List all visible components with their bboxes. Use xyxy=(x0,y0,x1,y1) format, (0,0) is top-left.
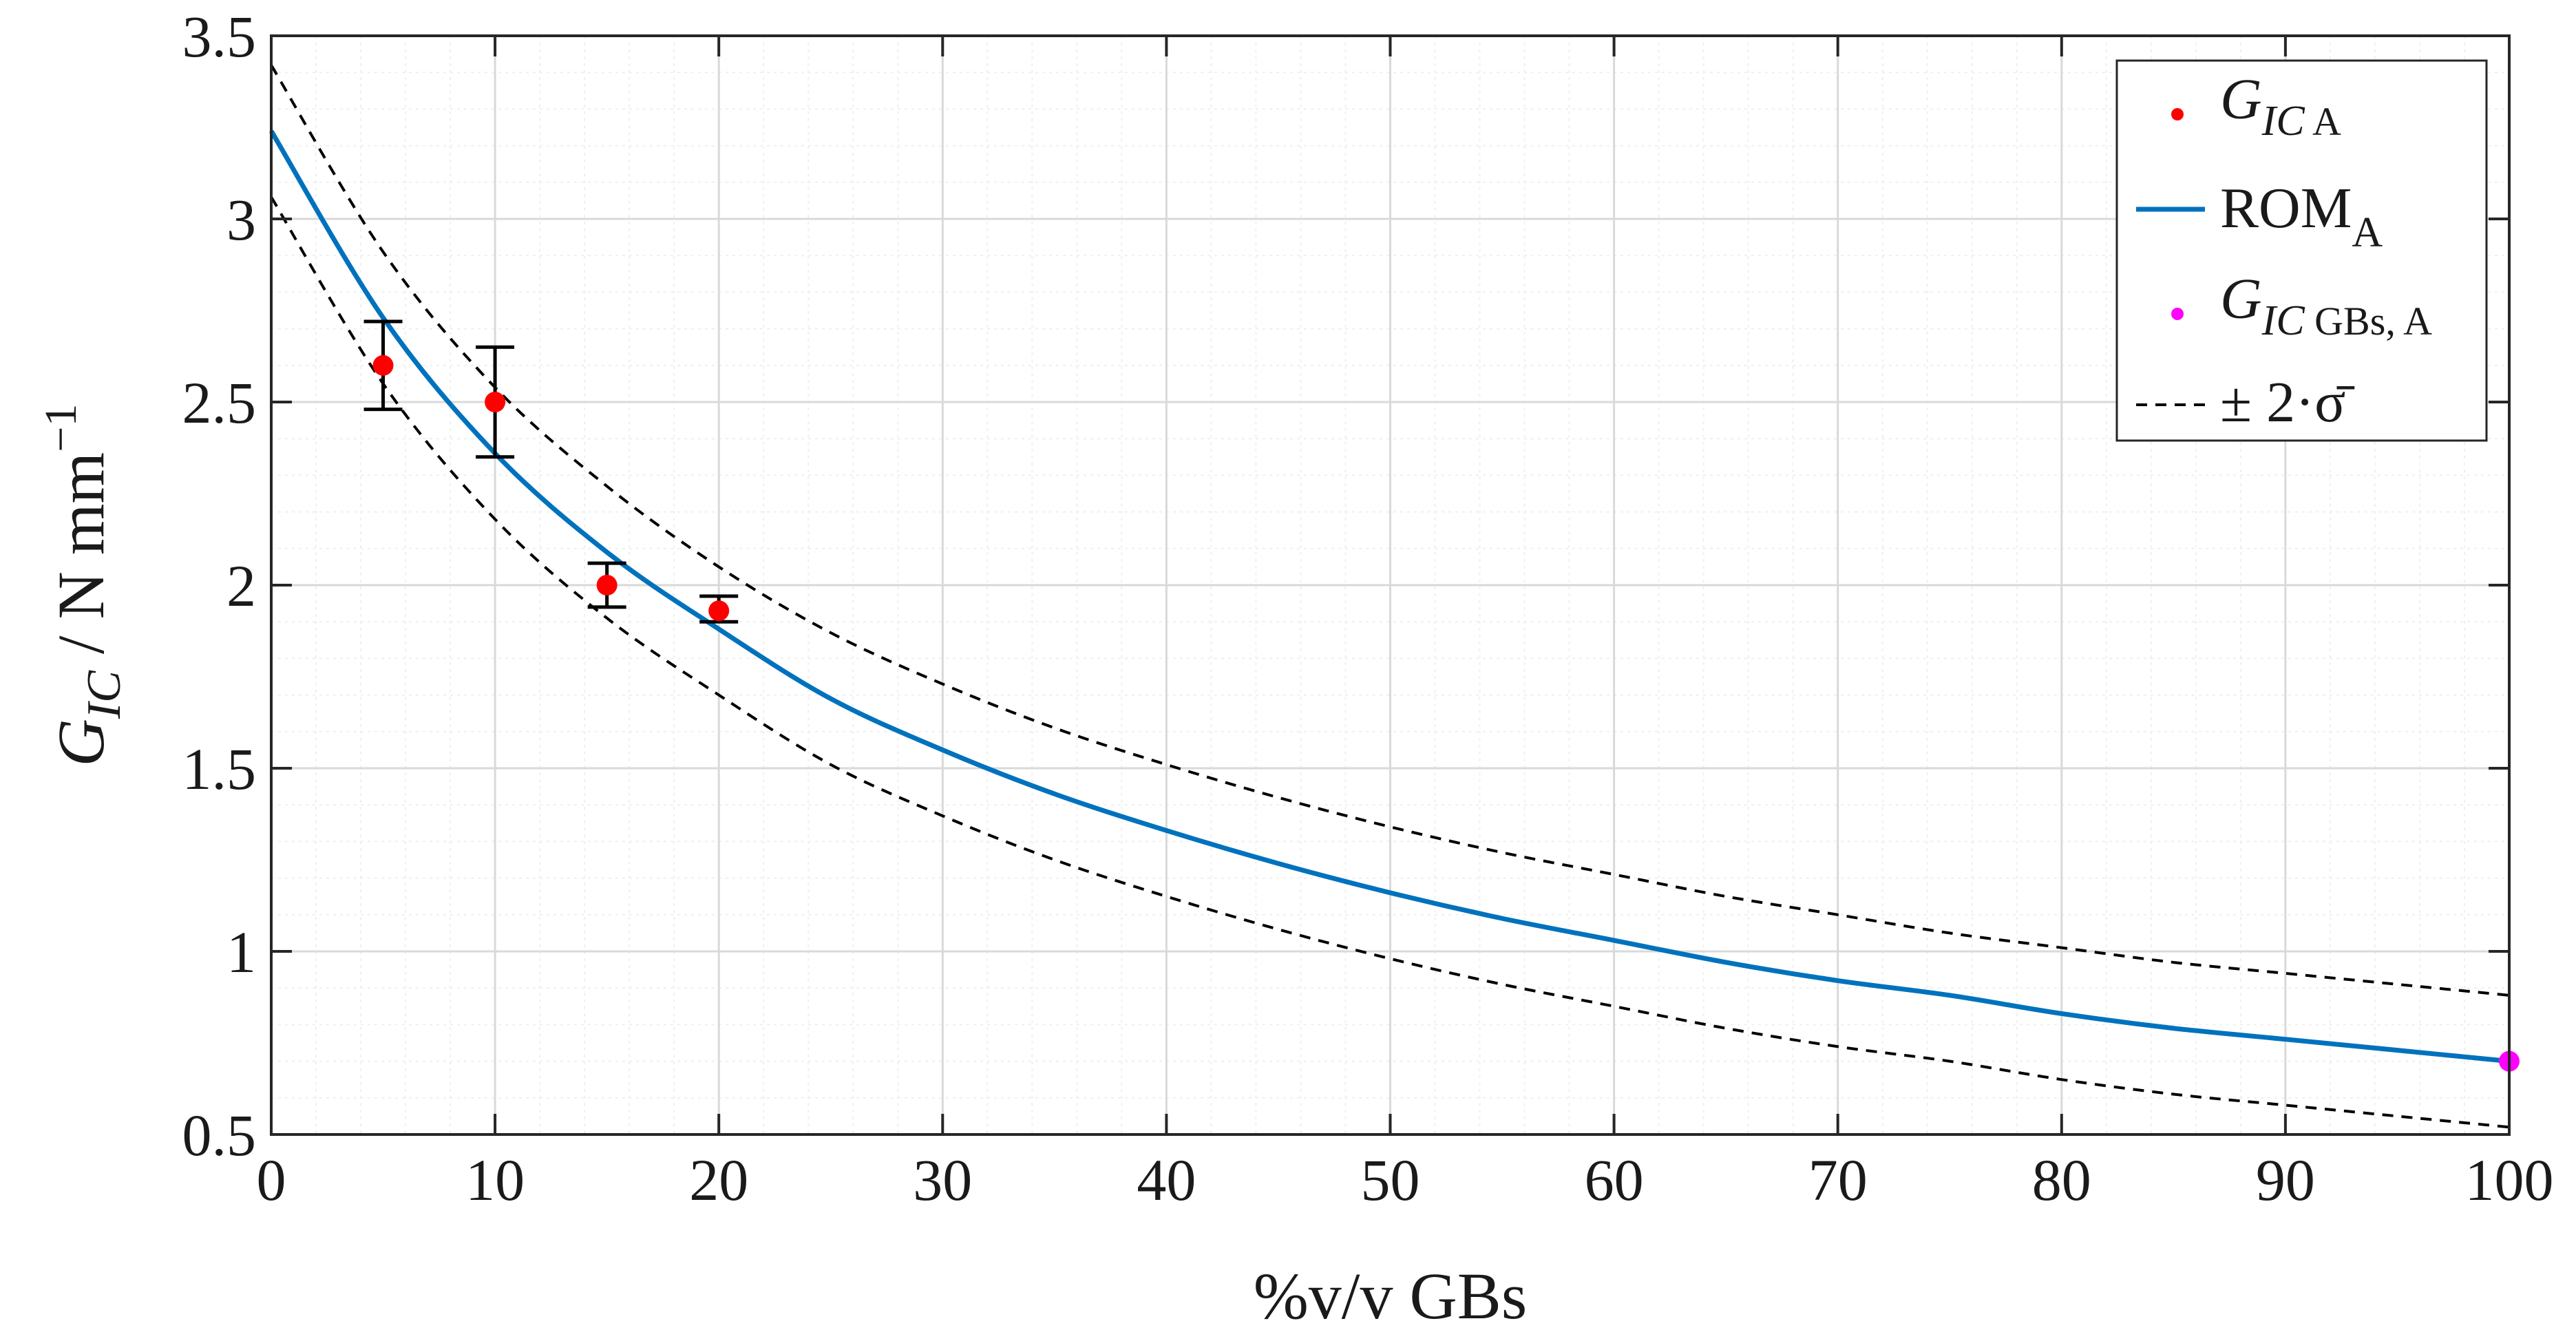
x-tick-label: 0 xyxy=(257,1147,286,1213)
x-tick-label: 90 xyxy=(2256,1147,2315,1213)
ticks-layer: 0 10 20 30 40 50 60 70 80 90 100 0.5 1 1.5 2 2.5 3 3.5 xyxy=(182,3,2554,1213)
legend-rom-main: ROM xyxy=(2220,176,2352,240)
x-tick-label: 30 xyxy=(913,1147,972,1213)
legend-label-band: ± 2·σ̄ xyxy=(2220,370,2354,434)
legend-gic-gbs-main: G xyxy=(2220,267,2262,331)
x-tick-label: 60 xyxy=(1585,1147,1644,1213)
legend-label-gic-a: GIC A xyxy=(2220,67,2341,145)
legend-rom-sub: A xyxy=(2352,209,2383,256)
legend-box xyxy=(2115,59,2488,442)
legend-gic-gbs-subtext: GBs, A xyxy=(2305,299,2432,344)
y-tick-label: 2.5 xyxy=(182,370,257,436)
x-tick-label: 10 xyxy=(465,1147,525,1213)
x-tick-label: 40 xyxy=(1137,1147,1196,1213)
data-point-gic-a xyxy=(708,600,730,622)
y-tick-label: 1 xyxy=(226,919,256,985)
x-tick-label: 100 xyxy=(2465,1147,2554,1213)
legend-gic-gbs-sub: IC xyxy=(2261,297,2305,344)
x-axis-label: %v/v GBs xyxy=(1254,1259,1527,1333)
y-tick-label: 3.5 xyxy=(182,3,257,70)
band-line-lower xyxy=(270,196,2510,1129)
legend-marker-gic-a xyxy=(2171,108,2184,120)
data-point-gic-a xyxy=(596,575,617,595)
band-line-upper xyxy=(270,64,2510,997)
y-tick-label: 2 xyxy=(226,553,256,619)
legend-label-rom: ROMA xyxy=(2220,176,2383,256)
x-tick-label: 70 xyxy=(1808,1147,1868,1213)
legend-gic-a-sub: IC xyxy=(2261,98,2305,145)
legend: GIC A ROMA GIC GBs, A ± 2·σ̄ xyxy=(2115,59,2488,442)
y-axis-label-main: G xyxy=(44,719,118,766)
data-point-gic-a xyxy=(372,355,394,376)
legend-label-gic-gbs: GIC GBs, A xyxy=(2220,267,2432,344)
data-point-gic-a xyxy=(485,392,506,412)
y-tick-label: 0.5 xyxy=(182,1102,257,1168)
y-tick-label: 3 xyxy=(226,187,256,253)
series-layer xyxy=(268,64,2520,1129)
y-axis-label-units: / N mm xyxy=(44,452,118,670)
x-tick-label: 50 xyxy=(1361,1147,1420,1213)
legend-marker-gic-gbs xyxy=(2171,308,2184,320)
x-tick-label: 80 xyxy=(2032,1147,2091,1213)
rom-line xyxy=(268,129,2510,1064)
y-tick-label: 1.5 xyxy=(182,736,257,802)
legend-gic-a-subtext: A xyxy=(2305,99,2341,144)
x-tick-label: 20 xyxy=(689,1147,748,1213)
legend-gic-a-main: G xyxy=(2220,67,2262,131)
y-axis-label-sub: IC xyxy=(78,670,131,719)
y-axis-label-sup: −1 xyxy=(36,404,86,452)
y-axis-label: GIC / N mm−1 xyxy=(36,404,131,767)
